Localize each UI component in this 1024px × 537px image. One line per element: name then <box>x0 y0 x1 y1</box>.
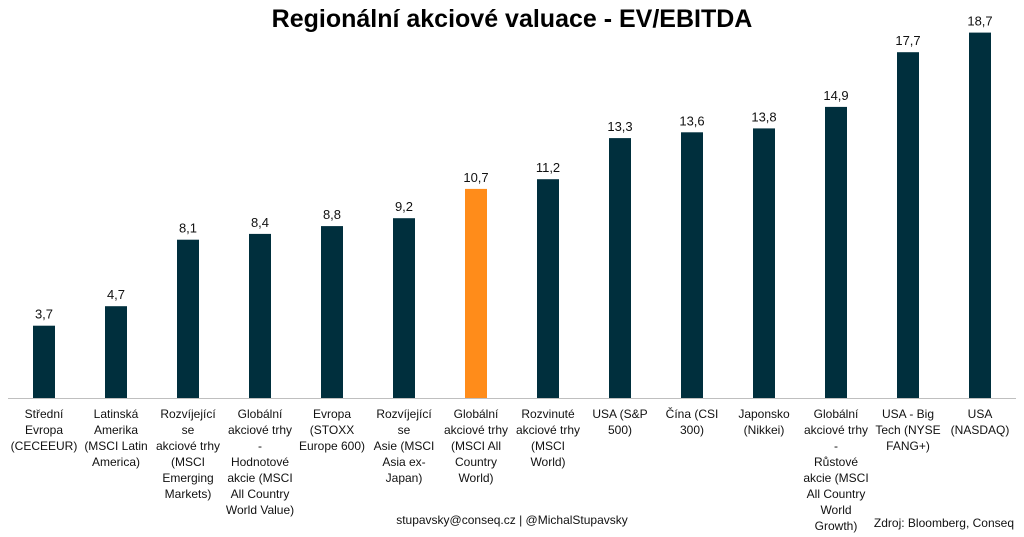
value-label-13: 17,7 <box>895 33 920 48</box>
category-label-2: Latinská Amerika (MSCI Latin America) <box>84 407 148 469</box>
bar-6 <box>393 218 415 398</box>
bar-5 <box>321 226 343 398</box>
category-label-5: Evropa (STOXX Europe 600) <box>298 407 366 453</box>
category-label-12: Globální akciové trhy - Růstové akcie (MSCI… <box>803 407 869 533</box>
value-labels-group: 3,7 4,7 8,1 8,4 8,8 9,2 10,7 11,2 13,3 13,6 13,8 14… <box>35 14 993 322</box>
category-label-7: Globální akciové trhy (MSCI All Country Worl… <box>443 407 509 485</box>
category-label-9: USA (S&P 500) <box>592 407 648 437</box>
value-label-5: 8,8 <box>323 207 341 222</box>
bar-13 <box>897 52 919 398</box>
value-label-12: 14,9 <box>823 88 848 103</box>
value-label-11: 13,8 <box>751 109 776 124</box>
source-note: Zdroj: Bloomberg, Conseq <box>873 516 1014 530</box>
value-label-2: 4,7 <box>107 287 125 302</box>
category-label-11: Japonsko (Nikkei) <box>738 407 790 437</box>
bar-14 <box>969 32 991 398</box>
category-label-10: Čína (CSI 300) <box>665 407 719 437</box>
value-label-3: 8,1 <box>179 221 197 236</box>
value-label-6: 9,2 <box>395 199 413 214</box>
value-label-14: 18,7 <box>967 14 992 29</box>
bars-group <box>33 32 991 399</box>
bar-10 <box>681 132 703 399</box>
category-label-14: USA (NASDAQ) <box>950 407 1010 437</box>
bar-3 <box>177 239 199 398</box>
footer-contact: stupavsky@conseq.cz | @MichalStupavsky <box>396 513 628 527</box>
bar-9 <box>609 138 631 398</box>
bar-7 <box>465 188 487 398</box>
category-label-8: Rozvinuté akciové trhy (MSCI World) <box>515 407 581 469</box>
bar-12 <box>825 106 847 399</box>
category-label-4: Globální akciové trhy - Hodnotové akcie (MS… <box>225 407 295 517</box>
bar-8 <box>537 179 559 398</box>
category-label-6: Rozvíjející se Asie (MSCI Asia ex- Japan) <box>373 407 435 485</box>
value-label-1: 3,7 <box>35 307 53 322</box>
value-label-8: 11,2 <box>536 160 560 175</box>
value-label-4: 8,4 <box>251 215 269 230</box>
bar-1 <box>33 325 55 398</box>
category-label-13: USA - Big Tech (NYSE FANG+) <box>875 407 941 453</box>
category-label-3: Rozvíjející se akciové trhy (MSCI Emerging M… <box>155 407 221 501</box>
value-label-10: 13,6 <box>679 113 704 128</box>
bar-4 <box>249 233 271 398</box>
category-label-1: Střední Evropa (CECEEUR) <box>10 407 78 453</box>
bar-11 <box>753 128 775 398</box>
bar-2 <box>105 306 127 398</box>
value-label-9: 13,3 <box>607 119 632 134</box>
chart-title: Regionální akciové valuace - EV/EBITDA <box>271 5 753 33</box>
value-label-7: 10,7 <box>463 170 488 185</box>
